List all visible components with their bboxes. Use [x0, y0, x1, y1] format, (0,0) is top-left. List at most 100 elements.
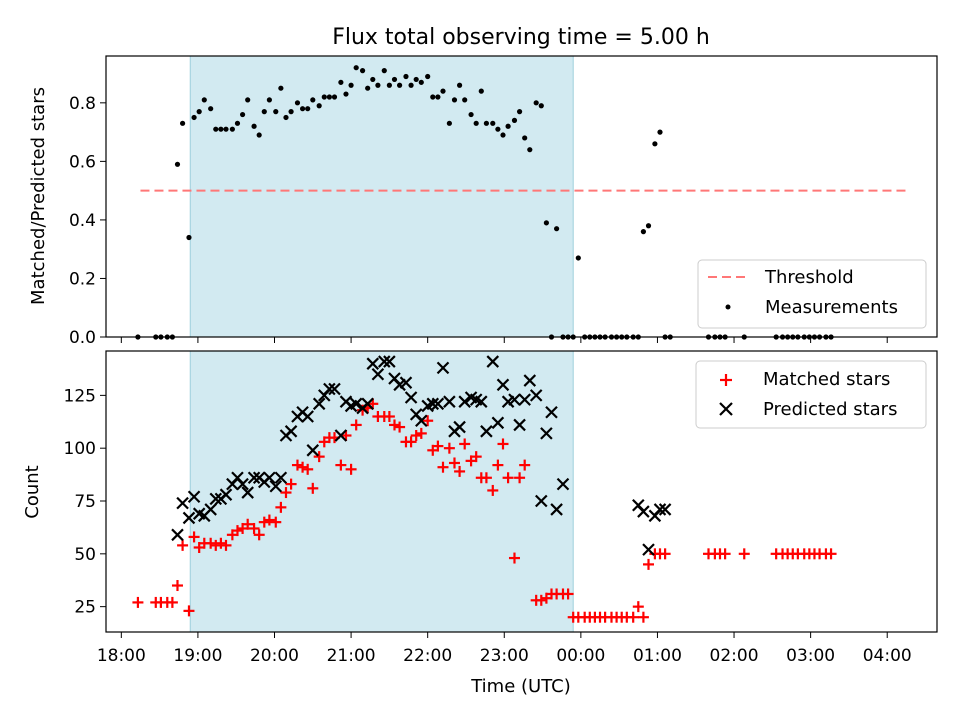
predicted-star-point	[443, 395, 456, 408]
measurement-point	[375, 82, 381, 88]
measurement-point	[186, 234, 192, 241]
measurement-point	[490, 120, 496, 126]
measurement-point	[425, 73, 431, 80]
measurement-point	[256, 132, 262, 138]
legend-matched-swatch	[720, 374, 732, 386]
predicted-star-point	[204, 503, 217, 516]
measurement-point	[554, 226, 560, 232]
predicted-stars-series	[171, 355, 672, 556]
predicted-star-point	[361, 397, 374, 411]
matched-star-point	[519, 459, 531, 471]
matched-star-point	[270, 516, 282, 528]
top-axes-frame	[105, 55, 938, 338]
top-panel: Flux total observing time = 5.00 h 0.00.…	[28, 25, 938, 348]
bottom-y-tick-label: 100	[64, 439, 96, 459]
measurement-point	[218, 126, 224, 132]
bottom-x-tick-label: 02:00	[710, 646, 759, 666]
measurement-point	[316, 103, 322, 109]
measurement-point	[196, 109, 202, 115]
predicted-star-point	[334, 429, 348, 442]
bottom-x-axis: 18:00 19:00 20:00 21:00 22:00 23:00 00:00 01:00…	[97, 632, 912, 666]
matched-star-point	[480, 472, 492, 484]
measurement-point	[386, 82, 392, 88]
measurement-point	[435, 94, 441, 100]
predicted-star-point	[323, 382, 336, 396]
matched-star-point	[280, 487, 292, 499]
measurement-point	[294, 100, 301, 106]
measurement-point	[505, 123, 511, 129]
measurement-point	[652, 141, 658, 147]
matched-star-point	[335, 459, 347, 471]
matched-star-point	[302, 463, 314, 475]
matched-stars-series	[132, 398, 837, 623]
predicted-star-point	[491, 416, 505, 430]
measurement-point	[305, 106, 311, 112]
bottom-x-tick-label: 20:00	[250, 646, 299, 666]
measurement-point	[251, 123, 257, 129]
measurement-point	[430, 94, 436, 100]
bottom-legend: Matched stars Predicted stars	[695, 360, 927, 429]
measurement-point	[403, 73, 409, 80]
predicted-star-point	[349, 397, 363, 411]
matched-star-point	[405, 436, 417, 448]
matched-star-point	[394, 421, 406, 433]
predicted-star-point	[371, 367, 385, 381]
top-legend-box	[697, 259, 927, 329]
matched-star-point	[258, 516, 270, 528]
predicted-star-point	[383, 355, 396, 368]
predicted-star-point	[453, 420, 466, 434]
bottom-y-tick-label: 125	[64, 386, 96, 406]
predicted-star-point	[508, 393, 521, 406]
measurement-point	[365, 85, 371, 91]
predicted-star-point	[236, 477, 249, 491]
predicted-star-point	[176, 496, 189, 510]
bottom-x-tick-label: 18:00	[97, 646, 146, 666]
matched-star-point	[415, 427, 427, 439]
measurement-point	[321, 94, 327, 100]
matched-star-point	[508, 552, 520, 564]
predicted-star-point	[642, 543, 655, 556]
matched-star-point	[205, 537, 217, 549]
measurement-point	[522, 135, 528, 141]
matched-star-point	[470, 451, 482, 463]
bottom-x-tick-label: 04:00	[863, 646, 912, 666]
matched-star-point	[215, 537, 227, 549]
measurement-point	[451, 97, 458, 103]
measurement-point	[538, 103, 544, 109]
measurement-point	[310, 97, 316, 103]
matched-star-point	[459, 438, 471, 450]
bottom-x-tick-label: 00:00	[556, 646, 605, 666]
predicted-star-point	[550, 503, 563, 516]
matched-star-point	[437, 461, 449, 473]
bottom-panel: 25 50 75 100 125 18:00 19:00 20:00 21:00 22:00 23…	[22, 350, 938, 697]
measurement-point	[391, 76, 398, 83]
matched-star-point	[492, 459, 504, 471]
predicted-star-point	[306, 444, 320, 457]
top-title: Flux total observing time = 5.00 h	[332, 25, 710, 50]
predicted-star-point	[545, 405, 558, 419]
bottom-y-tick-label: 25	[74, 598, 96, 618]
bottom-x-tick-label: 22:00	[403, 646, 452, 666]
predicted-star-point	[431, 397, 445, 411]
top-legend: Threshold Measurements	[697, 259, 927, 329]
matched-star-point	[738, 548, 750, 560]
matched-star-point	[448, 457, 460, 469]
predicted-star-point	[247, 471, 261, 485]
top-y-axis-label: Matched/Predicted stars	[28, 87, 49, 305]
bottom-y-axis: 25 50 75 100 125	[64, 386, 106, 618]
measurement-point	[473, 120, 479, 126]
measurement-point	[446, 120, 452, 126]
top-y-tick-label: 0.8	[69, 94, 96, 114]
measurement-point	[266, 97, 272, 103]
measurement-point	[343, 91, 349, 97]
matched-star-point	[443, 442, 455, 454]
measurement-point	[381, 68, 387, 74]
measurement-point	[418, 79, 424, 85]
predicted-star-point	[523, 374, 537, 387]
matched-star-point	[632, 601, 644, 613]
matched-star-point	[562, 588, 574, 600]
predicted-star-point	[269, 479, 283, 493]
predicted-star-point	[415, 414, 428, 427]
bottom-y-tick-label: 50	[74, 545, 96, 565]
